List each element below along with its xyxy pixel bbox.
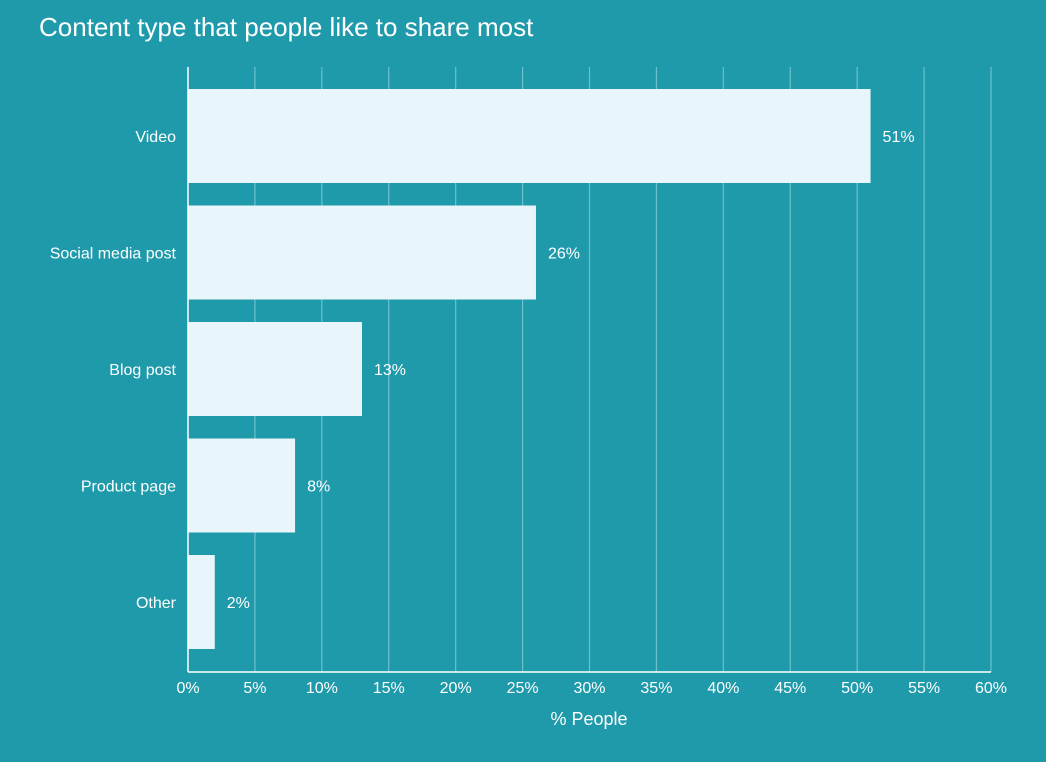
value-label: 8% <box>307 479 330 496</box>
category-label: Blog post <box>109 362 176 379</box>
category-label: Video <box>135 129 176 146</box>
x-tick-label: 25% <box>507 680 539 697</box>
x-tick-label: 20% <box>440 680 472 697</box>
x-tick-label: 40% <box>707 680 739 697</box>
category-labels: Video Social media post Blog post Product p… <box>50 129 177 612</box>
bar-video <box>188 89 871 183</box>
x-tick-label: 55% <box>908 680 940 697</box>
value-label: 51% <box>883 129 915 146</box>
x-tick-label: 5% <box>243 680 266 697</box>
bar-product-page <box>188 438 296 533</box>
value-label: 13% <box>374 362 406 379</box>
x-tick-label: 15% <box>373 680 405 697</box>
bars <box>188 89 871 649</box>
x-tick-label: 45% <box>774 680 806 697</box>
category-label: Social media post <box>50 246 177 263</box>
value-labels: 51% 26% 13% 8% 2% <box>227 129 915 612</box>
value-label: 2% <box>227 595 250 612</box>
bar-blog-post <box>188 322 362 416</box>
category-label: Product page <box>81 479 176 496</box>
category-label: Other <box>136 595 177 612</box>
axes <box>187 67 991 673</box>
x-tick-label: 50% <box>841 680 873 697</box>
x-tick-label: 10% <box>306 680 338 697</box>
value-label: 26% <box>548 246 580 263</box>
bar-social-media-post <box>188 205 536 300</box>
x-tick-labels: 0% 5% 10% 15% 20% 25% 30% 35% 40% 45% 50% 55% 60% <box>176 680 1007 697</box>
x-tick-label: 30% <box>573 680 605 697</box>
x-tick-label: 60% <box>975 680 1007 697</box>
bar-other <box>188 555 215 649</box>
x-axis-title: % People <box>550 709 627 729</box>
x-tick-label: 35% <box>640 680 672 697</box>
x-tick-label: 0% <box>176 680 199 697</box>
chart-title: Content type that people like to share m… <box>39 12 534 42</box>
